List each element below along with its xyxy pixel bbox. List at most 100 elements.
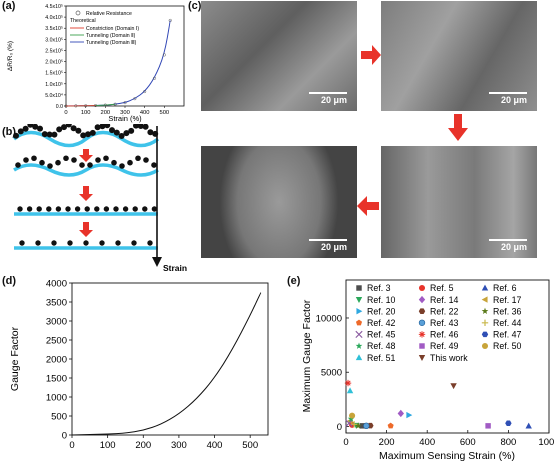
panel-e-xtick-label: 400: [419, 437, 435, 448]
legend-marker-ref-5: [418, 284, 426, 292]
conductive-particle: [95, 157, 101, 163]
conductive-particle: [31, 155, 37, 162]
panel-a-chart: 0.0 5.0x10⁴ 1.0x10⁵ 1.5x10⁵ 2.0x10⁵ 2.5x10⁵ 3.…: [7, 4, 185, 123]
data-point-ref-43: [363, 422, 370, 430]
conductive-particle: [128, 127, 135, 134]
conductive-particle: [71, 157, 77, 163]
conductive-particle: [37, 125, 43, 132]
panel-e-xtick-label: 1000: [538, 437, 554, 448]
conductive-particle: [65, 206, 71, 212]
conductive-particle: [151, 206, 158, 212]
legend-label-this-work: This work: [430, 353, 468, 363]
conductive-particle: [87, 162, 93, 168]
panel-d-ytick-label: 3500: [46, 298, 67, 309]
data-point-ref-42: [387, 422, 394, 429]
arrow-right-icon: [361, 45, 381, 65]
conductive-particle: [113, 129, 120, 136]
conductive-particle: [55, 206, 62, 212]
panel-d-xtick-label: 200: [135, 440, 151, 451]
legend-marker-ref-45: [355, 330, 363, 338]
legend-marker-ref-46: [418, 331, 426, 338]
panel-e-xtick-label: 200: [379, 437, 395, 448]
panel-a-xlabel: Strain (%): [108, 114, 142, 123]
panel-d-ytick-label: 1500: [46, 374, 67, 385]
scale-bar: [489, 239, 527, 241]
panel-label-e: (e): [287, 275, 301, 287]
stage-arrow-3: [79, 222, 93, 237]
panel-e-ylabel: Maximum Gauge Factor: [301, 299, 313, 412]
conductive-particle: [26, 206, 33, 212]
panel-d-ytick-label: 4000: [46, 279, 67, 290]
conductive-particle: [32, 124, 39, 130]
conductive-particle: [99, 240, 105, 246]
scale-bar: [489, 92, 527, 94]
conductive-particle: [127, 159, 133, 166]
conductive-particle: [23, 157, 29, 163]
conductive-particle: [35, 240, 41, 246]
panel-a-xtick-label: 300: [120, 110, 130, 116]
conductive-particle: [132, 206, 138, 212]
conductive-particle: [151, 162, 157, 168]
panel-a-plot-frame: [65, 5, 185, 107]
relative-resistance-point: [113, 102, 117, 106]
legend-label-ref-51: Ref. 51: [367, 353, 395, 363]
conductive-particle: [103, 155, 109, 162]
panel-a-xtick-label: 400: [140, 110, 150, 116]
legend-marker-relative-resistance: [75, 10, 81, 16]
legend-tunneling-2: Tunneling (Domain Ⅱ): [86, 33, 136, 39]
legend-label-ref-50: Ref. 50: [493, 341, 521, 351]
legend-label-ref-44: Ref. 44: [493, 318, 521, 328]
legend-label-ref-48: Ref. 48: [367, 341, 395, 351]
panel-a-ytick-label: 4.0x10⁵: [45, 15, 63, 21]
legend-marker-this-work: [418, 355, 426, 361]
panel-a-xtick-label: 200: [100, 110, 110, 116]
conductive-particle: [41, 131, 48, 138]
relative-resistance-point: [74, 104, 78, 108]
relative-resistance-point: [152, 76, 157, 80]
conductive-particle: [47, 163, 53, 169]
scale-bar: [309, 92, 347, 94]
scale-label: 20 μm: [500, 95, 527, 105]
conductive-particle: [119, 163, 125, 169]
panel-d-ytick-label: 500: [51, 412, 67, 423]
legend-marker-ref-51: [355, 354, 363, 361]
panel-d-chart: 0 500 1000 1500 2000 2500 3000 3500 4000 0 100 200…: [9, 279, 269, 451]
conductive-particle: [61, 124, 67, 131]
conductive-particle: [113, 206, 119, 212]
legend-label-ref-22: Ref. 22: [430, 306, 458, 316]
relative-resistance-point: [143, 90, 147, 94]
legend-marker-ref-6: [481, 284, 489, 291]
panel-a-ytick-label: 3.5x10⁵: [45, 26, 63, 32]
conductive-particle: [19, 240, 25, 246]
relative-resistance-point: [123, 101, 127, 105]
panel-d-xtick-label: 100: [100, 440, 116, 451]
panel-e-chart: 0 5000 10000 0 200 400 600 800 1000 Ref. 3 Ref. …: [301, 279, 554, 462]
data-point-ref-50: [349, 412, 356, 419]
conductive-particle: [74, 206, 81, 212]
sem-image-4: 20 μm: [201, 146, 357, 258]
legend-label-ref-6: Ref. 6: [493, 283, 517, 293]
conductive-particle: [85, 131, 91, 138]
legend-relative-resistance: Relative Resistance: [86, 11, 132, 17]
data-point-ref-47: [505, 420, 512, 427]
panel-a-ytick-label: 1.0x10⁵: [45, 82, 63, 88]
legend-label-ref-49: Ref. 49: [430, 341, 458, 351]
conductive-particle: [56, 126, 63, 133]
conductive-particle: [122, 206, 129, 212]
panel-a-ytick-label: 1.5x10⁵: [45, 71, 63, 77]
conductive-particle: [75, 127, 82, 134]
conductive-particle: [109, 127, 115, 134]
sem-image-1: 20 μm: [201, 1, 357, 111]
relative-resistance-point: [162, 53, 166, 57]
data-point-ref-45: [345, 419, 353, 427]
panel-a-ytick-label: 3.0x10⁵: [45, 37, 63, 43]
conductive-particle: [99, 124, 106, 130]
panel-d-plot-frame: [71, 282, 269, 436]
panel-d-ytick-label: 1000: [46, 393, 67, 404]
legend-marker-ref-42: [355, 319, 363, 326]
legend-label-ref-3: Ref. 3: [367, 283, 391, 293]
panel-e-xtick-label: 0: [343, 437, 348, 448]
stage-arrow-1: [79, 149, 93, 162]
legend-constriction: Constriction (Domain Ⅰ): [86, 26, 139, 32]
arrow-left-icon: [357, 196, 379, 216]
